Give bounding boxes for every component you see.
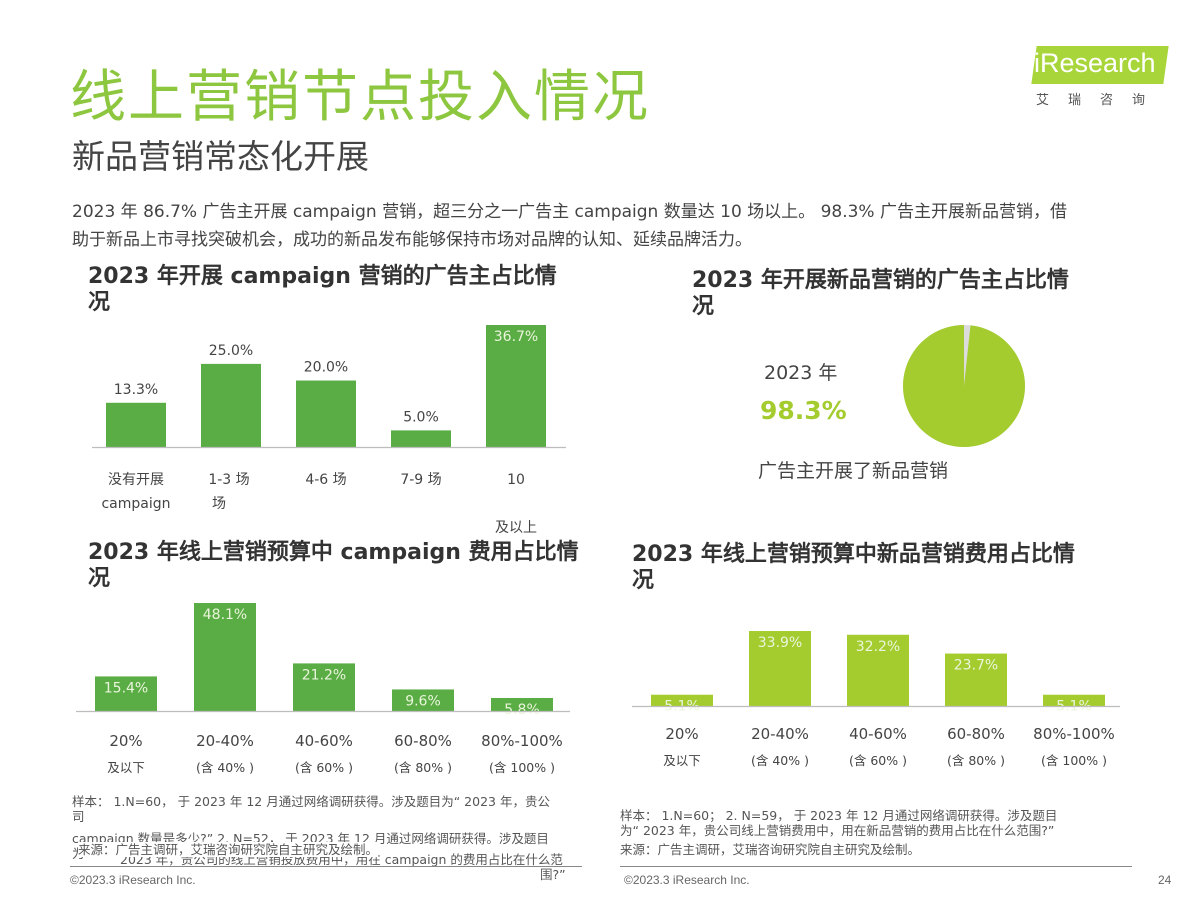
category-label: 场 <box>212 496 226 512</box>
category-label: (含 40% ) <box>751 753 809 768</box>
category-label: (含 100% ) <box>489 760 555 775</box>
bar-1 <box>651 694 713 706</box>
new-product-pie-chart <box>903 325 1025 447</box>
category-label: 20% <box>665 725 698 743</box>
bar-2 <box>201 363 261 447</box>
logo-text: iResearch <box>1034 48 1156 78</box>
bar-3 <box>293 663 355 711</box>
bar-4 <box>392 689 454 711</box>
footer-divider-left <box>70 866 582 867</box>
category-label: 80%-100% <box>481 732 563 750</box>
summary-line-1: 2023 年 86.7% 广告主开展 campaign 营销，超三分之一广告主 … <box>72 202 1067 222</box>
page-subtitle: 新品营销常态化开展 <box>72 137 369 176</box>
category-label: (含 80% ) <box>947 753 1005 768</box>
summary-text: 2023 年 86.7% 广告主开展 campaign 营销，超三分之一广告主 … <box>72 198 1132 254</box>
chart2-title: 2023 年开展新品营销的广告主占比情 况 <box>692 268 1069 319</box>
footer-copyright-right: ©2023.3 iResearch Inc. <box>624 873 750 887</box>
iresearch-logo: iResearch 艾瑞咨询 <box>1030 40 1170 108</box>
campaign-ratio-bar-chart: 13.3% 没有开展 campaign 25.0% 1-3 场场 20.0% 4-6 场 5.… <box>92 325 566 533</box>
bar-value-label: 32.2% <box>856 639 900 655</box>
category-label: (含 60% ) <box>849 753 907 768</box>
bar-value-label: 13.3% <box>114 382 158 398</box>
summary-line-2: 助于新品上市寻找突破机会，成功的新品发布能够保持市场对品牌的认知、延续品牌活力。 <box>72 230 752 250</box>
category-label: 40-60% <box>295 732 353 750</box>
footer-divider-right <box>620 866 1132 867</box>
bar-value-label: 25.0% <box>209 343 253 359</box>
bar-value-label: 20.0% <box>304 360 348 376</box>
bar-4 <box>391 430 451 447</box>
footer-copyright-left: ©2023.3 iResearch Inc. <box>70 873 196 887</box>
bar-value-label: 23.7% <box>954 658 998 674</box>
bar-5 <box>1043 694 1105 706</box>
bar-value-label: 9.6% <box>405 693 441 709</box>
bar-3 <box>847 634 909 706</box>
bar-1 <box>95 676 157 711</box>
pie-main-slice <box>903 325 1025 447</box>
logo-subtext: 艾瑞咨询 <box>1036 93 1165 108</box>
page-title: 线上营销节点投入情况 <box>70 65 650 130</box>
bar-5 <box>491 697 553 711</box>
campaign-budget-bar-chart: 15.4% 20% 及以下 48.1% 20-40% (含 40% ) 21.2% 40-60… <box>76 603 570 775</box>
right-sample-note: 样本： 1.N=60； 2. N=59， 于 2023 年 12 月通过网络调研… <box>620 808 1058 857</box>
bar-value-label: 21.2% <box>302 667 346 683</box>
left-source-note: 来源：广告主调研，艾瑞咨询研究院自主研究及绘制。 <box>78 842 379 857</box>
pie-caption: 广告主开展了新品营销 <box>758 460 949 482</box>
pie-value-label: 98.3% <box>760 396 847 425</box>
category-label: 20% <box>109 732 142 750</box>
bar-value-label: 5.0% <box>403 409 439 425</box>
bar-value-label: 5.8% <box>504 702 540 718</box>
bar-5 <box>486 325 546 447</box>
bar-value-label: 48.1% <box>203 607 247 623</box>
category-label: 80%-100% <box>1033 725 1115 743</box>
category-label: (含 60% ) <box>295 760 353 775</box>
category-label: (含 40% ) <box>196 760 254 775</box>
bar-value-label: 36.7% <box>494 329 538 345</box>
category-label: 60-80% <box>394 732 452 750</box>
bar-value-label: 15.4% <box>104 680 148 696</box>
category-label: 及以下 <box>663 753 701 768</box>
category-label: 10 <box>507 472 525 488</box>
category-label: (含 80% ) <box>394 760 452 775</box>
bar-2 <box>749 631 811 706</box>
category-label: 40-60% <box>849 725 907 743</box>
category-label: (含 100% ) <box>1041 753 1107 768</box>
bar-3 <box>296 380 356 447</box>
bar-4 <box>945 653 1007 706</box>
category-label: 4-6 场 <box>305 472 346 488</box>
category-label: 没有开展 <box>108 472 164 488</box>
category-label: 1-3 场 <box>208 472 249 488</box>
bar-1 <box>106 402 166 447</box>
chart3-title: 2023 年线上营销预算中 campaign 费用占比情 况 <box>88 540 579 591</box>
category-label: 7-9 场 <box>400 472 441 488</box>
chart1-title: 2023 年开展 campaign 营销的广告主占比情 况 <box>88 264 557 315</box>
bar-2 <box>194 603 256 711</box>
chart4-title: 2023 年线上营销预算中新品营销费用占比情 况 <box>632 542 1075 593</box>
category-label: 20-40% <box>196 732 254 750</box>
bar-value-label: 33.9% <box>758 635 802 651</box>
category-label: campaign <box>101 496 170 512</box>
category-label: 及以下 <box>107 760 145 775</box>
pie-year-label: 2023 年 <box>764 362 838 384</box>
page-number: 24 <box>1158 873 1172 887</box>
category-label: 及以上 <box>495 520 537 533</box>
category-label: 20-40% <box>751 725 809 743</box>
category-label: 60-80% <box>947 725 1005 743</box>
